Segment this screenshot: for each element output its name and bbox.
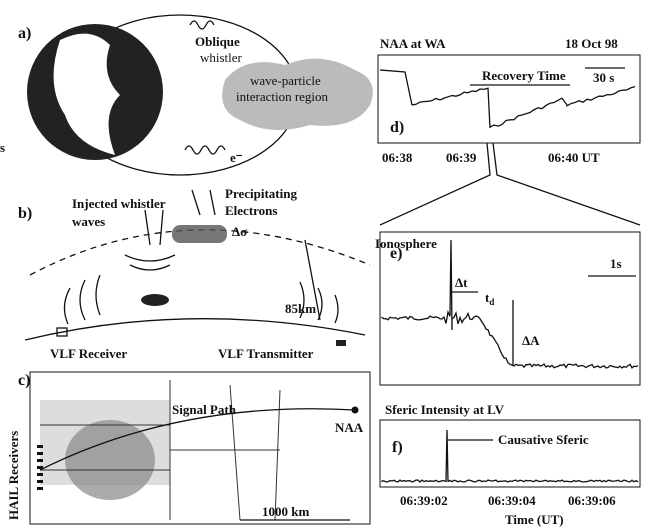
panel-label: e) — [390, 245, 402, 262]
label: s — [0, 140, 5, 155]
label: Precipitating — [225, 186, 297, 201]
label: Δσ — [232, 224, 247, 239]
label: interaction region — [236, 89, 329, 104]
tick-label: 06:39:06 — [568, 493, 616, 508]
label: NAA — [335, 420, 364, 435]
label: HAIL Receivers — [6, 431, 21, 520]
label: Causative Sferic — [498, 432, 589, 447]
axis-label: Time (UT) — [505, 512, 564, 527]
zoom-lines — [380, 143, 640, 225]
label: VLF Receiver — [50, 346, 127, 361]
label: whistler — [200, 50, 243, 65]
precipitation — [172, 225, 227, 243]
label: 18 Oct 98 — [565, 36, 618, 51]
label: ΔA — [522, 333, 540, 348]
tick-label: 06:39:02 — [400, 493, 448, 508]
tick-label: 06:39 — [446, 150, 477, 165]
panel-label: a) — [18, 25, 31, 42]
panel-label: b) — [18, 205, 32, 222]
tick-label: 06:38 — [382, 150, 413, 165]
panel-label: c) — [18, 372, 30, 389]
trace — [382, 240, 638, 368]
helix — [185, 146, 225, 154]
label: d — [489, 297, 494, 307]
tick-label: 06:39:04 — [488, 493, 536, 508]
label: 30 s — [593, 70, 614, 85]
label: VLF Transmitter — [218, 346, 314, 361]
label: Signal Path — [172, 402, 237, 417]
ground — [25, 319, 365, 340]
label: e⁻ — [230, 150, 243, 165]
panel-label: f) — [392, 439, 403, 456]
panel-box — [380, 420, 640, 487]
tick-label: 06:40 UT — [548, 150, 600, 165]
region — [65, 420, 155, 500]
label: Oblique — [195, 34, 240, 49]
label: NAA at WA — [380, 36, 446, 51]
label: Δt — [455, 275, 468, 290]
label: td — [485, 290, 494, 307]
label: Recovery Time — [482, 68, 566, 83]
label: 85km — [285, 301, 316, 316]
label: 1s — [610, 256, 622, 271]
label: waves — [72, 214, 105, 229]
transmitter — [336, 340, 346, 346]
label: Injected whistler — [72, 196, 166, 211]
panel-box — [380, 232, 640, 385]
station — [352, 407, 359, 414]
helix — [190, 21, 214, 29]
panel-label: d) — [390, 119, 404, 136]
label: 1000 km — [262, 504, 309, 519]
label: Electrons — [225, 203, 277, 218]
label: Ionosphere — [375, 236, 437, 251]
storm — [141, 294, 169, 306]
figure: a) Oblique whistler wave-particle intera… — [0, 0, 649, 531]
label: Sferic Intensity at LV — [385, 402, 505, 417]
arrows — [450, 276, 636, 365]
label: wave-particle — [250, 73, 321, 88]
